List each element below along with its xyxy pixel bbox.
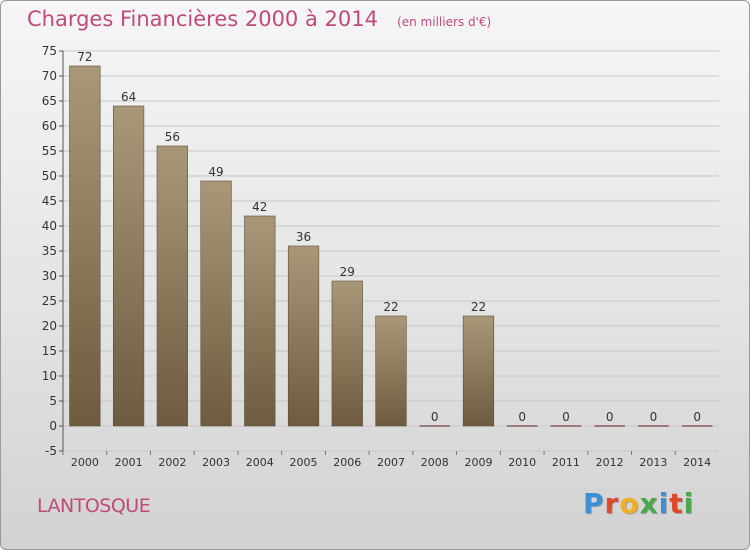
y-tick-label: 25 [42, 294, 57, 308]
title-block: Charges Financières 2000 à 2014 (en mill… [27, 7, 491, 31]
value-label-2008: 0 [431, 410, 439, 424]
logo-letter: r [604, 487, 620, 520]
x-tick-label: 2011 [552, 456, 580, 469]
bar-2004 [244, 215, 276, 427]
value-label-2014: 0 [693, 410, 701, 424]
x-tick-label: 2002 [158, 456, 186, 469]
value-label-2003: 49 [208, 165, 223, 179]
y-tick-label: 30 [42, 269, 57, 283]
x-axis-labels: 2000 2001 2002 2003 2004 2005 2006 2007 2008 2009… [62, 451, 711, 469]
x-tick-label: 2009 [464, 456, 492, 469]
x-tick-label: 2010 [508, 456, 536, 469]
bar-2003 [200, 180, 232, 427]
value-label-2006: 29 [340, 265, 355, 279]
y-tick-label: 70 [42, 69, 57, 83]
value-label-2000: 72 [77, 50, 92, 64]
bars [69, 65, 713, 427]
y-tick-label: 10 [42, 369, 57, 383]
value-label-2004: 42 [252, 200, 267, 214]
bar-2000 [69, 65, 101, 427]
value-label-2007: 22 [383, 300, 398, 314]
value-label-2005: 36 [296, 230, 311, 244]
y-tick-label: 60 [42, 119, 57, 133]
x-tick-label: 2006 [333, 456, 361, 469]
x-tick-label: 2001 [115, 456, 143, 469]
logo-letter: i [683, 487, 695, 520]
value-label-2012: 0 [606, 410, 614, 424]
value-label-2010: 0 [518, 410, 526, 424]
value-label-2002: 56 [165, 130, 180, 144]
y-tick-label: 0 [49, 419, 57, 433]
commune-name: LANTOSQUE [37, 495, 151, 517]
chart-subtitle: (en milliers d'€) [397, 15, 492, 29]
bar-2006 [331, 280, 363, 427]
x-tick-label: 2005 [290, 456, 318, 469]
bar-2005 [287, 245, 320, 427]
y-tick-label: 20 [42, 319, 57, 333]
bar-2002 [156, 145, 188, 427]
logo-letter: t [669, 487, 684, 520]
value-label-2009: 22 [471, 300, 486, 314]
y-tick-label: 40 [42, 219, 57, 233]
x-tick-label: 2003 [202, 456, 230, 469]
logo-letter: o [619, 487, 640, 520]
logo-letter: x [639, 487, 659, 520]
x-tick-label: 2014 [683, 456, 711, 469]
y-tick-label: 5 [49, 394, 57, 408]
logo-letter: i [658, 487, 670, 520]
y-tick-label: 65 [42, 94, 57, 108]
value-label-2001: 64 [121, 90, 136, 104]
chart-title: Charges Financières 2000 à 2014 [27, 7, 378, 31]
y-tick-label: 55 [42, 144, 57, 158]
x-tick-label: 2000 [71, 456, 99, 469]
x-tick-label: 2013 [639, 456, 667, 469]
x-tick-label: 2012 [596, 456, 624, 469]
x-tick-label: 2007 [377, 456, 405, 469]
y-tick-label: 35 [42, 244, 57, 258]
logo-letter: P [583, 487, 605, 520]
value-label-2011: 0 [562, 410, 570, 424]
proxiti-logo: Proxiti [583, 487, 694, 520]
y-tick-label: -5 [45, 444, 57, 458]
y-tick-label: 75 [42, 44, 57, 58]
y-axis: -5 0 5 10 15 20 25 30 35 40 45 50 55 60 65 70 75 [42, 44, 64, 458]
bar-2001 [112, 105, 145, 427]
x-tick-label: 2004 [246, 456, 274, 469]
bar-2009 [462, 315, 495, 427]
y-tick-label: 45 [42, 194, 57, 208]
value-label-2013: 0 [650, 410, 658, 424]
y-tick-label: 15 [42, 344, 57, 358]
y-tick-label: 50 [42, 169, 57, 183]
value-labels: 72 64 56 49 42 36 29 22 0 22 0 0 0 0 0 [77, 50, 701, 424]
bar-2007 [375, 315, 407, 427]
x-tick-label: 2008 [421, 456, 449, 469]
